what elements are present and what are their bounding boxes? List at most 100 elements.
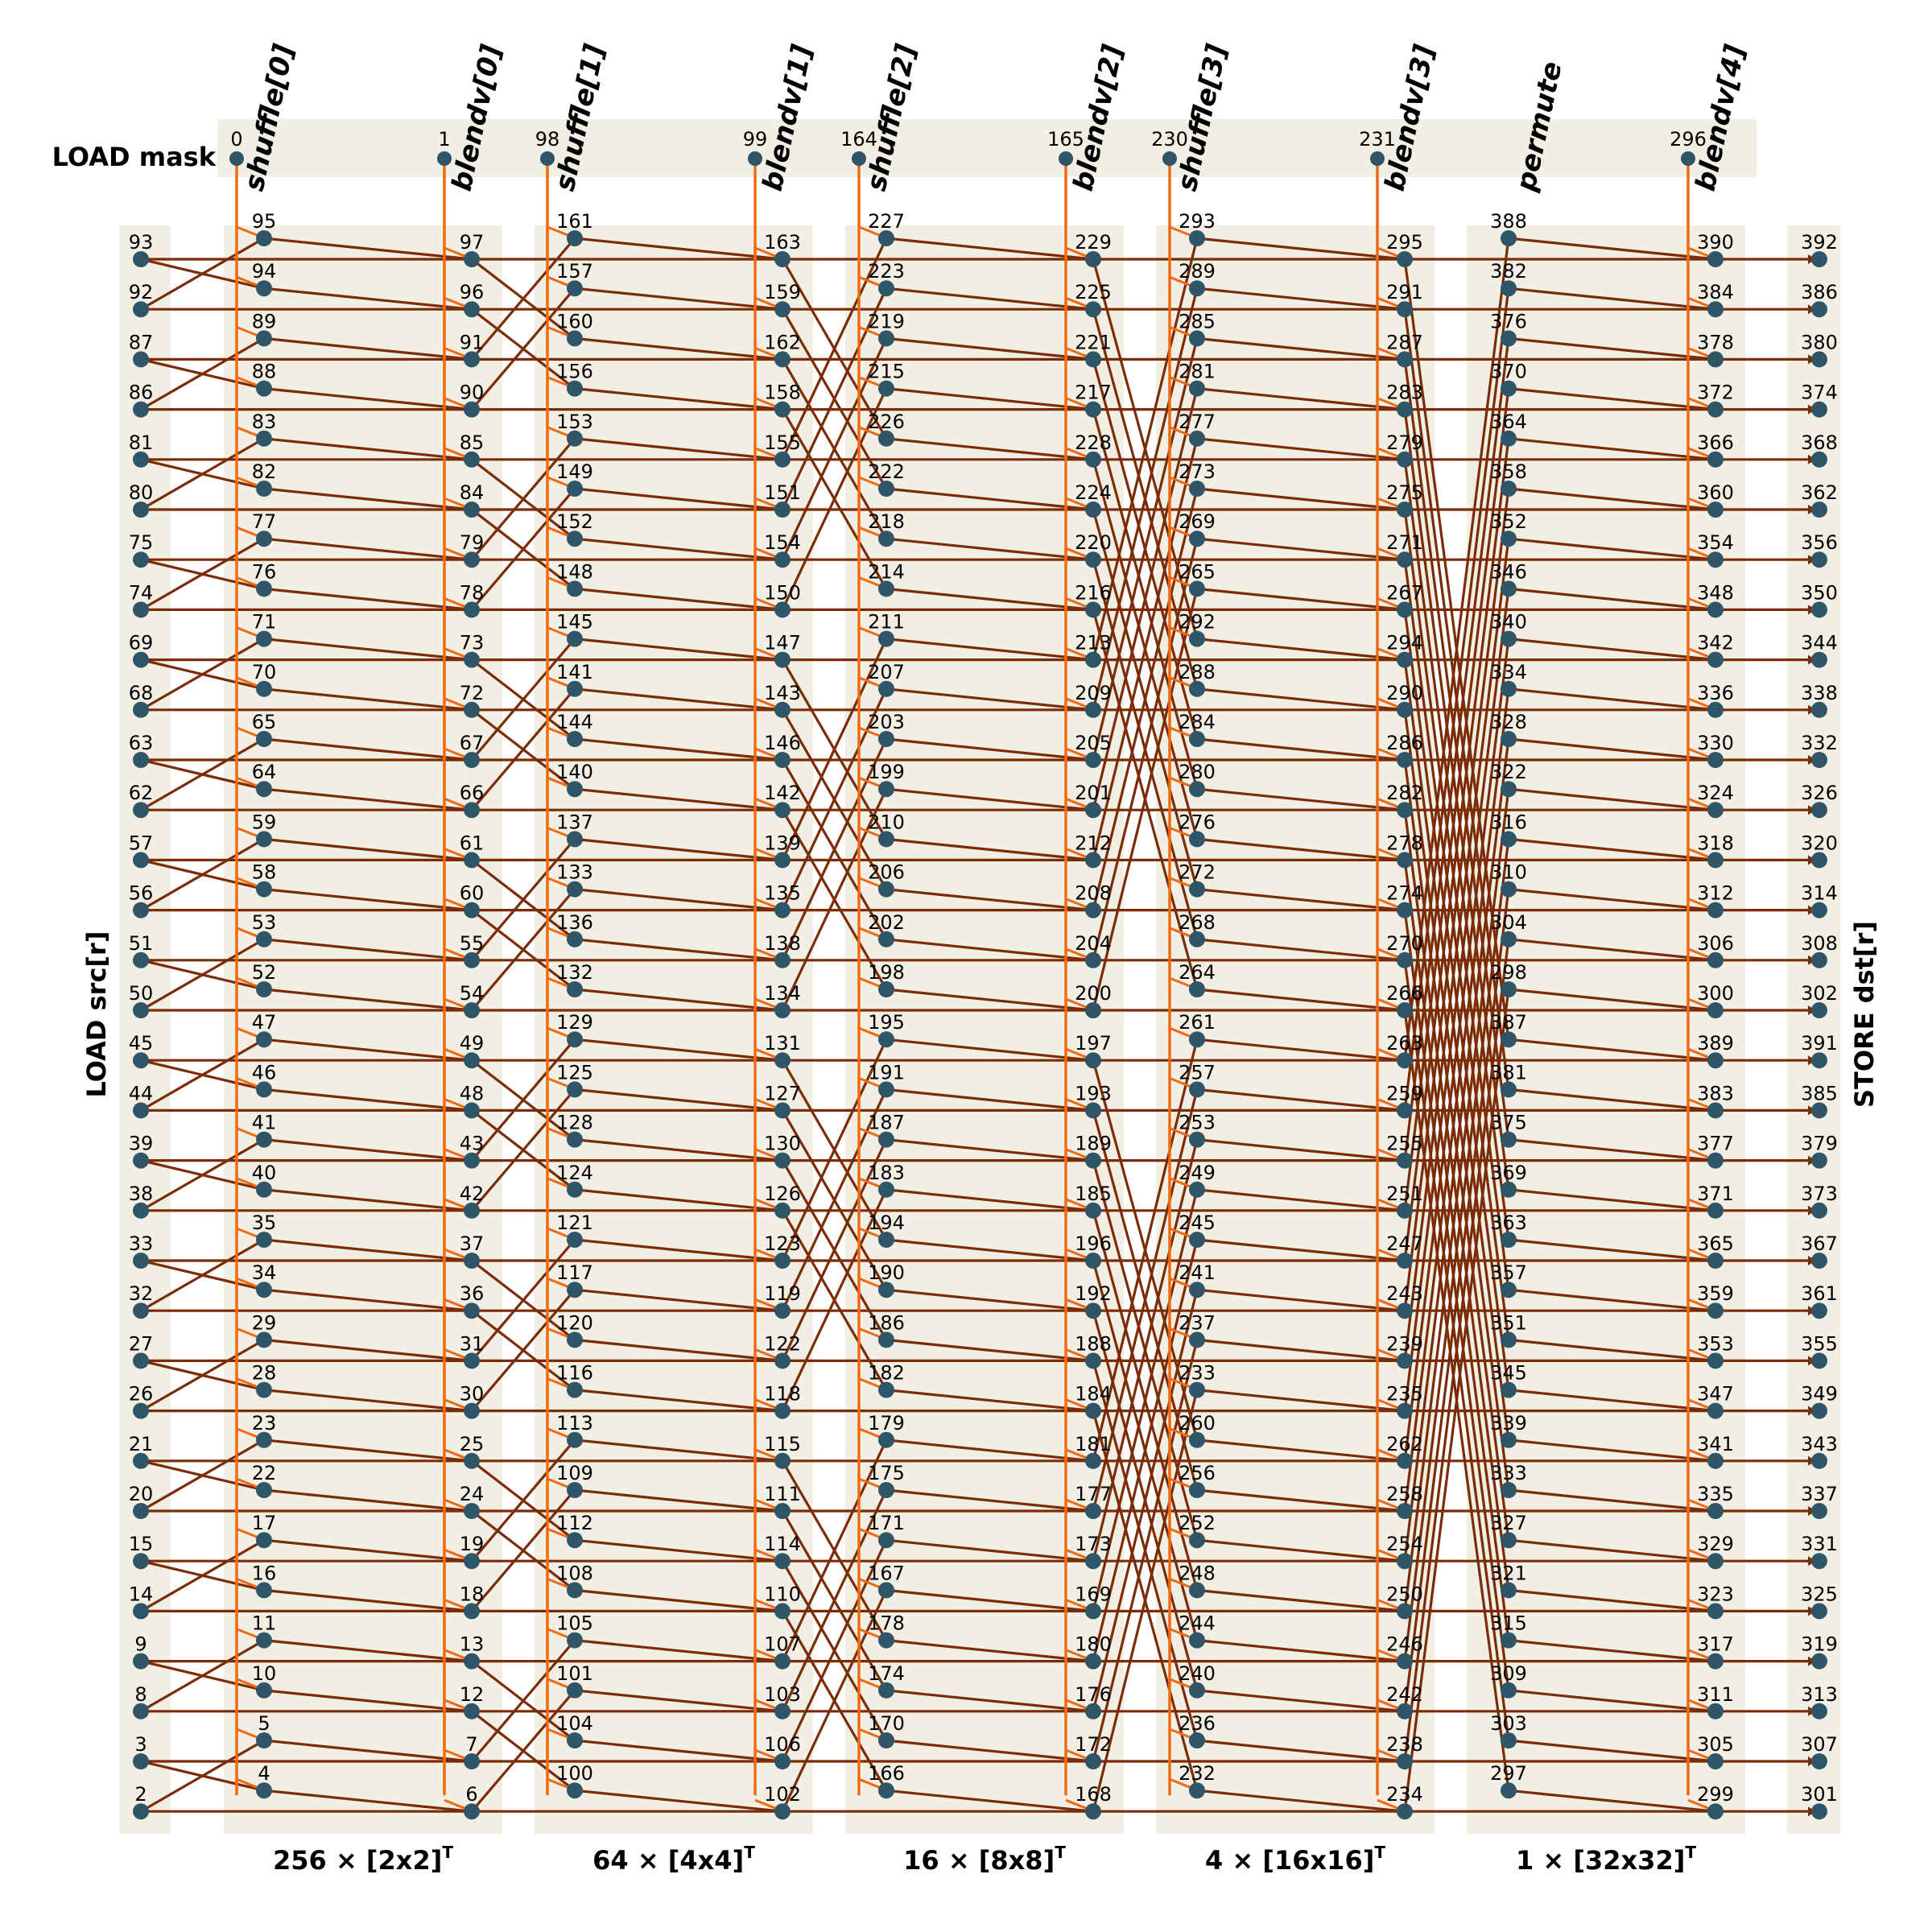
value-node <box>567 630 583 647</box>
value-node <box>878 1682 894 1699</box>
value-node <box>1501 330 1517 347</box>
wire <box>1092 237 1199 660</box>
wire <box>781 1038 888 1261</box>
value-node <box>1707 1052 1724 1069</box>
value-node <box>1397 351 1413 368</box>
value-label: 153 <box>556 411 593 433</box>
wire <box>574 638 783 662</box>
value-label: 128 <box>556 1112 593 1134</box>
value-node <box>1085 1603 1101 1620</box>
stage-labels: 256 × [2x2]T 64 × [4x4]T 16 × [8x8]T 4 × [1… <box>273 1843 1696 1876</box>
value-label: 74 <box>129 581 154 604</box>
value-node <box>464 1703 480 1719</box>
value-node <box>1811 251 1827 267</box>
wire <box>140 537 265 611</box>
value-label: 176 <box>1075 1683 1112 1706</box>
wire <box>574 1338 783 1362</box>
value-label: 204 <box>1075 932 1112 955</box>
value-label: 182 <box>868 1362 905 1385</box>
value-label: 355 <box>1801 1332 1838 1355</box>
mask-node <box>1059 151 1073 166</box>
load-src-label: LOAD src[r] <box>81 931 112 1098</box>
value-label: 317 <box>1697 1633 1734 1656</box>
value-node <box>1811 802 1827 819</box>
value-node <box>464 1653 480 1670</box>
value-node <box>256 1282 272 1298</box>
value-label: 325 <box>1801 1583 1838 1605</box>
value-node <box>878 1782 894 1799</box>
value-label: 357 <box>1490 1261 1527 1284</box>
value-node <box>1397 451 1413 468</box>
wire <box>886 1789 1094 1813</box>
wire <box>263 1789 473 1813</box>
value-label: 244 <box>1179 1612 1216 1635</box>
value-node <box>1189 1131 1205 1148</box>
value-label: 216 <box>1075 581 1112 604</box>
value-node <box>1085 1553 1101 1570</box>
value-label: 361 <box>1801 1282 1838 1305</box>
value-node <box>133 601 149 618</box>
value-label: 118 <box>764 1383 801 1406</box>
value-node <box>1085 1253 1101 1269</box>
wire <box>1092 338 1199 761</box>
value-label: 307 <box>1801 1733 1838 1756</box>
value-node <box>1501 1582 1517 1599</box>
value-node <box>133 802 149 819</box>
value-label: 335 <box>1697 1483 1734 1505</box>
value-label: 137 <box>556 811 593 833</box>
value-node <box>1085 401 1101 418</box>
value-label: 5 <box>258 1712 270 1735</box>
value-node <box>133 351 149 368</box>
wire <box>574 1288 783 1312</box>
value-label: 352 <box>1490 510 1527 533</box>
value-node <box>1811 1402 1827 1419</box>
value-label: 82 <box>252 460 277 483</box>
value-label: 248 <box>1179 1562 1216 1584</box>
value-node <box>1501 1331 1517 1348</box>
wire <box>1196 1138 1406 1162</box>
value-node <box>774 451 791 468</box>
value-node <box>774 852 791 869</box>
wire <box>886 687 1094 712</box>
value-label: 260 <box>1179 1412 1216 1435</box>
value-node <box>1085 1302 1101 1319</box>
value-label: 57 <box>129 832 154 854</box>
wire <box>574 938 783 962</box>
value-label: 161 <box>556 210 593 233</box>
value-label: 51 <box>129 932 154 955</box>
wire <box>1092 588 1199 1011</box>
value-label: 130 <box>764 1133 801 1155</box>
mask-node <box>1370 151 1385 166</box>
value-label: 4 <box>258 1762 270 1785</box>
wire <box>263 638 473 662</box>
value-node <box>1189 1632 1205 1649</box>
value-label: 232 <box>1179 1762 1216 1785</box>
value-label: 166 <box>868 1762 905 1785</box>
wire <box>1508 487 1716 511</box>
wire <box>263 336 473 361</box>
value-node <box>1397 1703 1413 1719</box>
value-node <box>256 680 272 697</box>
wire <box>263 537 473 561</box>
value-label: 359 <box>1697 1282 1734 1305</box>
value-label: 151 <box>764 481 801 504</box>
value-label: 226 <box>868 411 905 433</box>
value-node <box>878 1582 894 1599</box>
value-label: 251 <box>1386 1183 1423 1205</box>
wire <box>1092 1189 1199 1612</box>
value-label: 206 <box>868 861 905 884</box>
value-label: 192 <box>1075 1282 1112 1305</box>
value-label: 344 <box>1801 632 1838 654</box>
value-label: 266 <box>1386 982 1423 1005</box>
value-label: 175 <box>868 1462 905 1484</box>
wire <box>263 1538 473 1563</box>
wire <box>886 1188 1094 1212</box>
value-label: 19 <box>460 1533 485 1555</box>
wire <box>886 1588 1094 1612</box>
value-label: 348 <box>1697 581 1734 604</box>
wire <box>263 1288 473 1312</box>
value-node <box>256 831 272 848</box>
stage-label: 256 × [2x2]T <box>273 1843 453 1876</box>
wire <box>574 1238 783 1262</box>
value-label: 169 <box>1075 1583 1112 1605</box>
